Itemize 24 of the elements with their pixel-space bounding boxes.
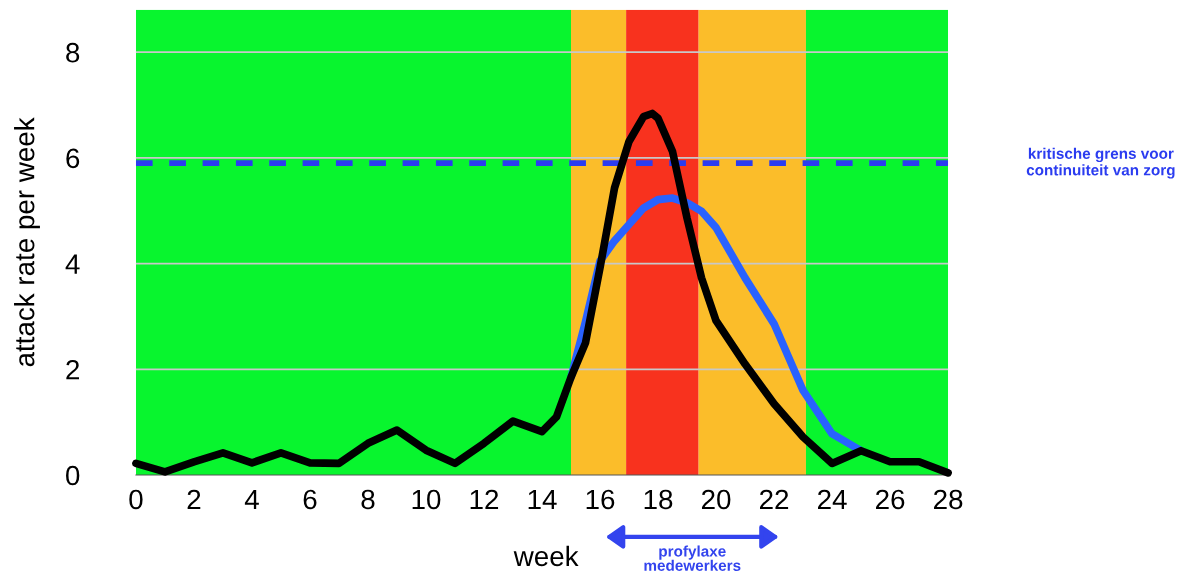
- y-tick-label: 4: [65, 254, 80, 274]
- x-tick-label: 26: [876, 489, 905, 510]
- y-tick-label: 0: [66, 465, 80, 486]
- x-tick-label: 0: [129, 489, 143, 510]
- y-axis-title: attack rate per week: [14, 117, 40, 367]
- x-tick-label: 8: [361, 489, 375, 510]
- y-tick-label: 2: [66, 359, 79, 380]
- ref-line-label: kritische grens voor continuiteit van zorg: [1026, 147, 1175, 179]
- x-tick-label: 22: [760, 489, 789, 510]
- y-tick-label: 6: [66, 148, 80, 169]
- x-tick-label: 28: [934, 489, 963, 510]
- y-tick-label: 8: [66, 42, 80, 63]
- x-tick-label: 2: [187, 489, 201, 510]
- x-tick-label: 12: [470, 489, 499, 510]
- x-tick-label: 14: [528, 489, 557, 510]
- x-tick-label: 10: [412, 489, 441, 510]
- x-tick-label: 16: [586, 489, 615, 510]
- x-tick-label: 4: [244, 489, 259, 510]
- x-tick-label: 6: [303, 489, 317, 510]
- x-tick-label: 24: [818, 489, 847, 510]
- text: profylaxe medewerkers: [644, 545, 741, 571]
- x-axis-title: week: [513, 545, 579, 567]
- x-tick-label: 18: [644, 489, 673, 510]
- x-tick-label: 20: [701, 489, 731, 510]
